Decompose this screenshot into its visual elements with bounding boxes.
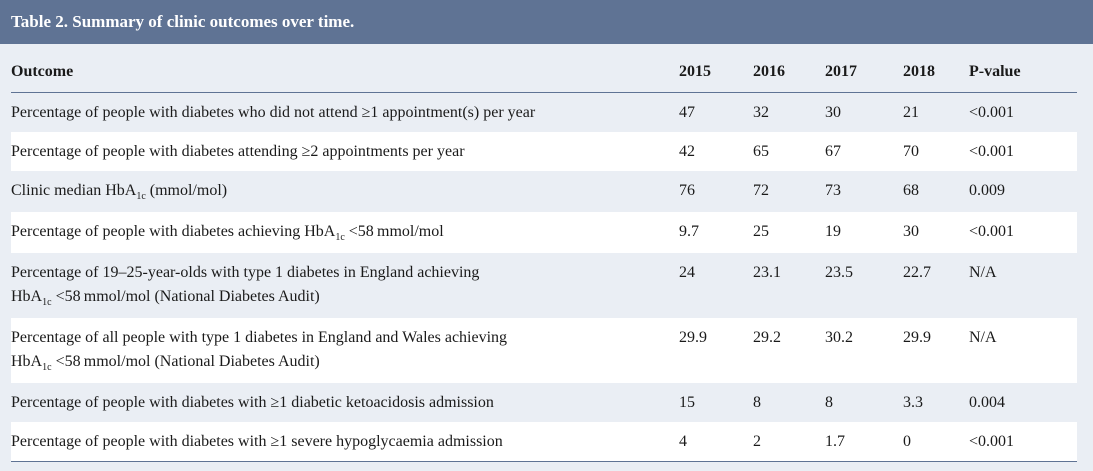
subscript: 1c: [136, 191, 146, 202]
value-2017: 30.2: [825, 318, 903, 383]
value-p: <0.001: [969, 422, 1077, 462]
value-p: N/A: [969, 264, 997, 281]
table-row: Percentage of people with diabetes who d…: [11, 93, 1077, 133]
outcome-text: Percentage of people with diabetes with …: [11, 394, 494, 411]
outcome-text-line2: HbA: [11, 353, 43, 370]
outcome-text: Percentage of people with diabetes who d…: [11, 104, 536, 121]
header-outcome: Outcome: [11, 52, 679, 93]
table-row: Clinic median HbA1c (mmol/mol) 76 72 73 …: [11, 171, 1077, 212]
value-p: <0.001: [969, 132, 1077, 171]
value-2015: 29.9: [679, 318, 753, 383]
value-2016: 29.2: [753, 318, 825, 383]
value-2018: 68: [903, 182, 919, 199]
outcome-text-suffix: <58 mmol/mol (National Diabetes Audit): [51, 288, 320, 305]
value-2016: 23.1: [753, 264, 781, 281]
value-p: 0.009: [969, 182, 1005, 199]
header-p-value: P-value: [969, 52, 1077, 93]
value-2015: 47: [679, 104, 695, 121]
outcome-cell: Percentage of people with diabetes atten…: [11, 132, 679, 171]
value-2016: 72: [753, 182, 769, 199]
outcome-text: Percentage of 19–25-year-olds with type …: [11, 264, 480, 281]
value-p: N/A: [969, 318, 1077, 383]
value-2018: 70: [903, 132, 969, 171]
outcome-text: Percentage of people with diabetes atten…: [11, 143, 465, 160]
value-2015: 15: [679, 394, 695, 411]
table-title-bar: Table 2. Summary of clinic outcomes over…: [0, 0, 1093, 44]
value-2018: 22.7: [903, 264, 931, 281]
outcome-cell: Percentage of all people with type 1 dia…: [11, 318, 679, 383]
value-2015: 76: [679, 182, 695, 199]
value-2018: 21: [903, 104, 919, 121]
value-2018: 3.3: [903, 394, 923, 411]
value-p: <0.001: [969, 212, 1077, 253]
value-2015: 4: [679, 422, 753, 462]
value-2017: 23.5: [825, 264, 853, 281]
header-2015: 2015: [679, 52, 753, 93]
outcome-text-suffix: <58 mmol/mol (National Diabetes Audit): [51, 353, 320, 370]
value-2017: 8: [825, 394, 833, 411]
value-2016: 65: [753, 132, 825, 171]
outcome-cell: Percentage of people with diabetes with …: [11, 422, 679, 462]
outcome-text: Percentage of all people with type 1 dia…: [11, 329, 508, 346]
outcome-cell: Percentage of people with diabetes who d…: [11, 93, 679, 133]
value-2017: 1.7: [825, 422, 903, 462]
table-row: Percentage of people with diabetes achie…: [11, 212, 1077, 253]
header-2018: 2018: [903, 52, 969, 93]
value-2016: 32: [753, 104, 769, 121]
value-2017: 67: [825, 132, 903, 171]
value-2018: 30: [903, 212, 969, 253]
value-2016: 25: [753, 212, 825, 253]
outcome-text-suffix: <58 mmol/mol: [344, 223, 444, 240]
header-2017: 2017: [825, 52, 903, 93]
value-2015: 9.7: [679, 212, 753, 253]
table-row: Percentage of people with diabetes atten…: [11, 132, 1077, 171]
value-2018: 29.9: [903, 318, 969, 383]
table-title: Table 2. Summary of clinic outcomes over…: [11, 12, 355, 31]
value-2016: 8: [753, 394, 761, 411]
outcome-cell: Percentage of people with diabetes achie…: [11, 212, 679, 253]
outcome-text: Percentage of people with diabetes achie…: [11, 223, 336, 240]
subscript: 1c: [42, 362, 52, 373]
outcomes-table: Outcome 2015 2016 2017 2018 P-value Perc…: [11, 52, 1077, 462]
subscript: 1c: [42, 297, 52, 308]
table-row: Percentage of people with diabetes with …: [11, 422, 1077, 462]
outcome-text-line2: HbA: [11, 288, 43, 305]
outcomes-table-container: Outcome 2015 2016 2017 2018 P-value Perc…: [11, 52, 1077, 462]
value-2017: 73: [825, 182, 841, 199]
table-row: Percentage of all people with type 1 dia…: [11, 318, 1077, 383]
value-2017: 30: [825, 104, 841, 121]
table-row: Percentage of 19–25-year-olds with type …: [11, 253, 1077, 318]
value-2015: 24: [679, 264, 695, 281]
value-2015: 42: [679, 132, 753, 171]
value-2018: 0: [903, 422, 969, 462]
header-row: Outcome 2015 2016 2017 2018 P-value: [11, 52, 1077, 93]
value-2017: 19: [825, 212, 903, 253]
outcome-text: Clinic median HbA: [11, 182, 137, 199]
outcome-cell: Percentage of people with diabetes with …: [11, 383, 679, 422]
outcome-text-suffix: (mmol/mol): [145, 182, 228, 199]
subscript: 1c: [335, 232, 345, 243]
value-p: 0.004: [969, 394, 1005, 411]
table-row: Percentage of people with diabetes with …: [11, 383, 1077, 422]
value-p: <0.001: [969, 104, 1015, 121]
outcome-text: Percentage of people with diabetes with …: [11, 433, 503, 450]
outcome-cell: Percentage of 19–25-year-olds with type …: [11, 253, 679, 318]
header-2016: 2016: [753, 52, 825, 93]
value-2016: 2: [753, 422, 825, 462]
outcome-cell: Clinic median HbA1c (mmol/mol): [11, 171, 679, 212]
